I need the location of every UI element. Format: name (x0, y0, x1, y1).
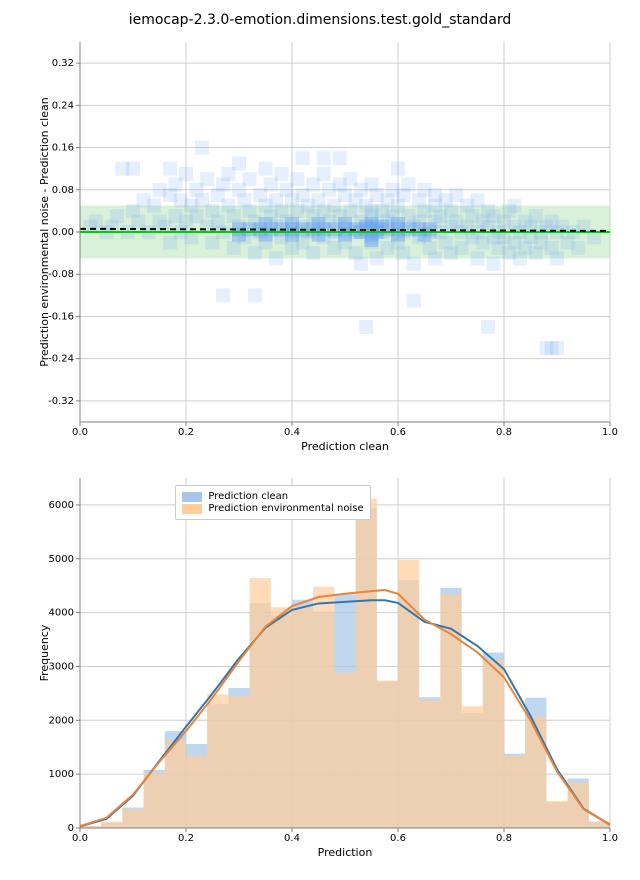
scatter-xlabel: Prediction clean (80, 440, 610, 453)
svg-text:1000: 1000 (49, 769, 74, 780)
svg-text:0.4: 0.4 (284, 427, 300, 438)
histogram-legend: Prediction clean Prediction environmenta… (175, 485, 370, 520)
svg-text:0.6: 0.6 (390, 427, 406, 438)
scatter-ylabel: Prediction environmental noise - Predict… (38, 92, 51, 372)
svg-text:2000: 2000 (49, 715, 74, 726)
legend-label-clean: Prediction clean (208, 491, 288, 502)
svg-text:0.24: 0.24 (52, 100, 74, 111)
svg-text:0: 0 (68, 823, 74, 834)
histogram-xlabel: Prediction (80, 846, 610, 859)
svg-text:-0.16: -0.16 (48, 311, 74, 322)
histogram-panel: 0.00.20.40.60.81.00100020003000400050006… (80, 478, 610, 828)
legend-label-noise: Prediction environmental noise (208, 503, 363, 514)
svg-text:0.8: 0.8 (496, 427, 512, 438)
svg-text:5000: 5000 (49, 554, 74, 565)
svg-text:6000: 6000 (49, 500, 74, 511)
svg-text:0.6: 0.6 (390, 833, 406, 844)
svg-text:3000: 3000 (49, 661, 74, 672)
svg-text:0.0: 0.0 (72, 833, 88, 844)
svg-text:0.2: 0.2 (178, 427, 194, 438)
legend-row-clean: Prediction clean (182, 491, 363, 502)
svg-text:-0.08: -0.08 (48, 269, 74, 280)
svg-text:1.0: 1.0 (602, 427, 618, 438)
legend-swatch-clean (182, 492, 202, 502)
svg-text:4000: 4000 (49, 608, 74, 619)
svg-text:1.0: 1.0 (602, 833, 618, 844)
histogram-ylabel: Frequency (38, 623, 51, 683)
svg-text:0.2: 0.2 (178, 833, 194, 844)
scatter-panel: 0.00.20.40.60.81.0-0.32-0.24-0.16-0.080.… (80, 42, 610, 422)
svg-text:0.32: 0.32 (52, 58, 74, 69)
svg-text:0.08: 0.08 (52, 185, 74, 196)
svg-text:-0.32: -0.32 (48, 396, 74, 407)
figure-title: iemocap-2.3.0-emotion.dimensions.test.go… (0, 12, 640, 28)
svg-text:0.4: 0.4 (284, 833, 300, 844)
svg-text:-0.24: -0.24 (48, 354, 74, 365)
legend-row-noise: Prediction environmental noise (182, 503, 363, 514)
svg-text:0.00: 0.00 (52, 227, 74, 238)
svg-text:0.16: 0.16 (52, 143, 74, 154)
legend-swatch-noise (182, 504, 202, 514)
svg-text:0.8: 0.8 (496, 833, 512, 844)
svg-text:0.0: 0.0 (72, 427, 88, 438)
figure: iemocap-2.3.0-emotion.dimensions.test.go… (0, 0, 640, 880)
